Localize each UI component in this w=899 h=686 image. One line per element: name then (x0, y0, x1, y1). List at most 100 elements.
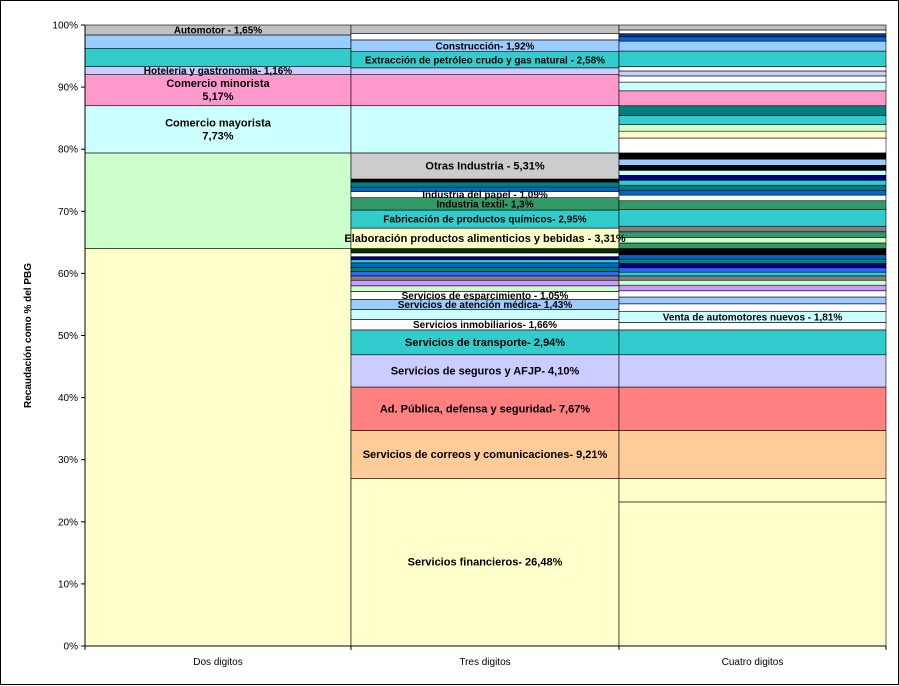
bar-segment-col3-32 (618, 170, 887, 176)
bar-segment-col3-3 (618, 430, 887, 479)
segment-label-col2-21: Fabricación de productos químicos- 2,95% (383, 215, 586, 226)
bar-segment-col3-43 (618, 75, 887, 83)
bar-segment-col3-10 (618, 296, 887, 305)
bar-segment-col1-1 (84, 248, 352, 647)
y-tick-label: 40% (58, 393, 78, 404)
segment-label-col2-31: Extracción de petróleo crudo y gas natur… (365, 55, 605, 66)
segment-label-col1-4: Comercio minorista 5,17% (166, 78, 270, 103)
bar-segment-col3-47 (618, 40, 887, 52)
y-tick-label: 80% (58, 145, 78, 156)
x-category-label: Tres digitos (459, 657, 510, 668)
bar-segment-col2-17 (350, 256, 620, 261)
bars-layer (84, 24, 887, 647)
bar-segment-col3-19 (618, 254, 887, 260)
segment-label-col2-1: Servicios financieros- 26,48% (408, 557, 563, 569)
bar-segment-col3-17 (618, 263, 887, 269)
bar-segment-col2-1 (350, 478, 620, 647)
bar-segment-col2-26 (350, 178, 620, 183)
bar-segment-col3-9 (618, 303, 887, 312)
bar-segment-col3-40 (618, 105, 887, 116)
bar-segment-col3-11 (618, 290, 887, 298)
segment-label-col2-6: Servicios inmobiliarios- 1,66% (413, 320, 557, 331)
y-tick-label: 0% (64, 642, 79, 653)
bar-segment-col3-2 (618, 478, 887, 503)
y-tick-label: 60% (58, 269, 78, 280)
bar-segment-col3-15 (618, 271, 887, 277)
segment-labels-layer: Comercio mayorista 7,73% Comercio minorist… (144, 25, 843, 568)
bar-segment-col3-36 (618, 137, 887, 154)
bar-segment-col2-34 (350, 24, 620, 34)
segment-label-col2-4: Servicios de seguros y AFJP- 4,10% (391, 365, 580, 377)
bar-segment-col2-2 (350, 430, 620, 479)
bar-segment-col2-16 (350, 259, 620, 264)
x-category-label: Dos digitos (193, 657, 242, 668)
bar-segment-col3-21 (618, 242, 887, 249)
bar-segment-col2-11 (350, 279, 620, 287)
bar-segment-col2-28 (350, 105, 620, 154)
segment-label-col2-2: Servicios de correos y comunicaciones- 9… (363, 449, 608, 461)
bar-segment-col1-6 (84, 48, 352, 67)
bar-segment-col3-38 (618, 124, 887, 132)
bar-segment-col3-34 (618, 158, 887, 166)
bar-segment-col3-25 (618, 209, 887, 227)
segment-label-col2-22: Industria textil- 1,3% (436, 199, 533, 210)
y-axis-title: Recaudación como % del PBG (23, 263, 34, 408)
segment-label-col2-23: Industria del papel - 1,09% (422, 190, 548, 201)
bar-segment-col3-18 (618, 258, 887, 264)
bar-segment-col2-13 (350, 271, 620, 277)
segment-label-col1-8: Automotor - 1,65% (174, 25, 262, 36)
bar-segment-col3-48 (618, 36, 887, 42)
bar-segment-col3-28 (618, 189, 887, 196)
bar-segment-col2-19 (350, 248, 620, 254)
segment-label-col2-27: Otras Industria - 5,31% (425, 160, 544, 172)
bar-segment-col3-50 (618, 29, 887, 34)
bar-segment-col3-29 (618, 184, 887, 191)
bar-segment-col1-7 (84, 34, 352, 49)
bar-segment-col3-20 (618, 248, 887, 256)
bar-segment-col3-4 (618, 386, 887, 431)
segment-label-col3-8: Venta de automotores nuevos - 1,81% (663, 312, 843, 323)
bar-segment-col3-39 (618, 115, 887, 125)
y-tick-label: 100% (52, 21, 78, 32)
bar-segment-col3-16 (618, 267, 887, 273)
segment-label-col1-5: Hotelería y gastronomía- 1,16% (144, 66, 292, 77)
bar-segment-col3-22 (618, 237, 887, 244)
bar-segment-col3-13 (618, 279, 887, 286)
bar-segment-col3-6 (618, 329, 887, 356)
bar-segment-col3-24 (618, 225, 887, 233)
x-category-label: Cuatro digitos (722, 657, 784, 668)
bar-segment-col3-41 (618, 90, 887, 107)
bar-segment-col3-45 (618, 66, 887, 72)
bar-segment-col3-7 (618, 322, 887, 331)
segment-label-col2-9: Servicios de esparcimiento - 1,05% (402, 291, 569, 302)
bar-segment-col3-42 (618, 81, 887, 92)
bar-segment-col2-30 (350, 67, 620, 75)
segment-label-col2-5: Servicios de transporte- 2,94% (405, 337, 565, 349)
bar-segment-col3-31 (618, 174, 887, 181)
bar-segment-col3-23 (618, 231, 887, 238)
bar-segment-col3-5 (618, 354, 887, 388)
bar-segment-col1-4 (84, 74, 352, 107)
bar-segment-col2-5 (350, 329, 620, 356)
bar-segment-col3-14 (618, 275, 887, 281)
segment-label-col2-8: Servicios de atención médica- 1,43% (398, 300, 573, 311)
bar-segment-col3-26 (618, 200, 887, 210)
segment-label-col1-3: Comercio mayorista 7,73% (165, 117, 272, 142)
bar-segment-col1-2 (84, 152, 352, 249)
bar-segment-col3-33 (618, 165, 887, 171)
y-tick-label: 70% (58, 207, 78, 218)
bar-segment-col3-37 (618, 130, 887, 139)
bar-segment-col2-15 (350, 262, 620, 268)
bar-segment-col3-1 (618, 501, 887, 647)
bar-segment-col3-44 (618, 70, 887, 77)
bar-segment-col3-27 (618, 194, 887, 202)
bar-segment-col3-51 (618, 24, 887, 31)
segment-label-col2-32: Construcción- 1,92% (436, 41, 535, 52)
bar-segment-col3-46 (618, 50, 887, 67)
bar-segment-col2-29 (350, 74, 620, 107)
bar-segment-col2-33 (350, 33, 620, 41)
y-tick-label: 90% (58, 83, 78, 94)
bar-segment-col3-49 (618, 33, 887, 38)
